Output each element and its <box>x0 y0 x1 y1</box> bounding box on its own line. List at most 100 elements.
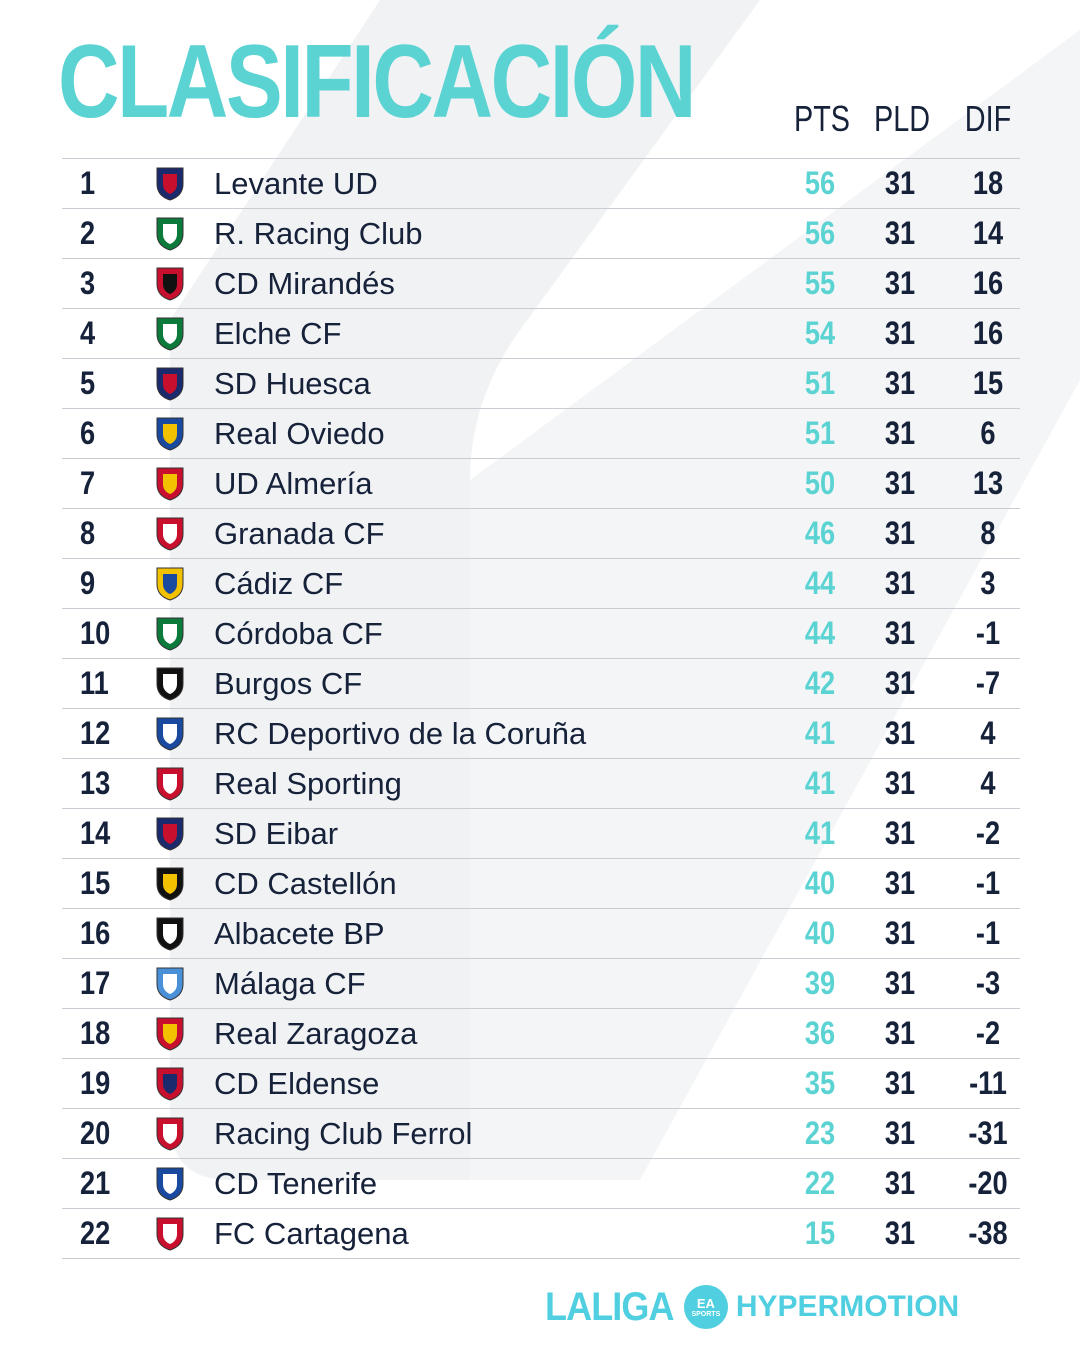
played: 31 <box>884 465 916 501</box>
sports-badge-text: SPORTS <box>691 1310 721 1318</box>
cartagena-crest <box>156 1217 184 1251</box>
goal-difference: -3 <box>975 965 1001 1001</box>
points: 56 <box>804 215 836 251</box>
team-name: CD Eldense <box>214 1066 380 1101</box>
position: 15 <box>80 865 111 901</box>
position: 10 <box>80 615 111 651</box>
team-name: Real Zaragoza <box>214 1016 418 1051</box>
racing-crest <box>156 217 184 251</box>
table-row: 5 SD Huesca 51 31 15 <box>62 358 1020 408</box>
page-title: CLASIFICACIÓN <box>58 24 696 140</box>
points: 40 <box>804 865 836 901</box>
team-name: Cádiz CF <box>214 566 344 601</box>
hypermotion-wordmark: HYPERMOTION <box>735 1290 960 1323</box>
points: 36 <box>804 1015 836 1051</box>
goal-difference: -2 <box>975 1015 1001 1051</box>
played: 31 <box>884 765 916 801</box>
played: 31 <box>884 265 916 301</box>
goal-difference: 16 <box>972 265 1004 301</box>
table-row: 15 CD Castellón 40 31 -1 <box>62 858 1020 908</box>
team-name: FC Cartagena <box>214 1216 409 1251</box>
eibar-crest <box>156 817 184 851</box>
goal-difference: 13 <box>972 465 1004 501</box>
goal-difference: -11 <box>969 1065 1007 1101</box>
played: 31 <box>884 615 916 651</box>
eldense-crest <box>156 1067 184 1101</box>
burgos-crest <box>156 667 184 701</box>
castellon-crest <box>156 867 184 901</box>
points: 46 <box>804 515 836 551</box>
played: 31 <box>884 565 916 601</box>
goal-difference: 4 <box>980 765 996 801</box>
levante-crest <box>156 167 184 201</box>
played: 31 <box>884 515 916 551</box>
points: 56 <box>804 165 836 201</box>
played: 31 <box>884 215 916 251</box>
laliga-hypermotion-logo: LALIGA EA SPORTS HYPERMOTION <box>545 1284 959 1330</box>
position: 17 <box>80 965 111 1001</box>
goal-difference: 15 <box>972 365 1004 401</box>
team-name: Levante UD <box>214 166 378 201</box>
points: 55 <box>804 265 836 301</box>
ferrol-crest <box>156 1117 184 1151</box>
position: 13 <box>80 765 111 801</box>
team-name: Albacete BP <box>214 916 385 951</box>
goal-difference: -7 <box>975 665 1001 701</box>
position: 4 <box>80 315 96 351</box>
table-row: 18 Real Zaragoza 36 31 -2 <box>62 1008 1020 1058</box>
played: 31 <box>884 1115 916 1151</box>
position: 18 <box>80 1015 111 1051</box>
position: 1 <box>80 165 96 201</box>
team-name: Málaga CF <box>214 966 366 1001</box>
team-name: CD Mirandés <box>214 266 395 301</box>
points: 15 <box>804 1215 836 1251</box>
points: 41 <box>804 715 836 751</box>
team-name: CD Castellón <box>214 866 397 901</box>
position: 7 <box>80 465 96 501</box>
played: 31 <box>884 715 916 751</box>
points: 41 <box>804 815 836 851</box>
team-name: SD Huesca <box>214 366 371 401</box>
points: 42 <box>804 665 836 701</box>
position: 6 <box>80 415 96 451</box>
position: 21 <box>80 1165 111 1201</box>
table-row: 7 UD Almería 50 31 13 <box>62 458 1020 508</box>
column-header-pld: PLD <box>873 98 931 139</box>
granada-crest <box>156 517 184 551</box>
played: 31 <box>884 1165 916 1201</box>
laliga-wordmark: LALIGA <box>545 1284 674 1329</box>
table-row: 11 Burgos CF 42 31 -7 <box>62 658 1020 708</box>
team-name: Granada CF <box>214 516 385 551</box>
cordoba-crest <box>156 617 184 651</box>
played: 31 <box>884 1015 916 1051</box>
position: 19 <box>80 1065 111 1101</box>
table-row: 16 Albacete BP 40 31 -1 <box>62 908 1020 958</box>
column-header-pts: PTS <box>793 98 850 139</box>
points: 44 <box>804 615 836 651</box>
tenerife-crest <box>156 1167 184 1201</box>
team-name: Elche CF <box>214 316 342 351</box>
table-row: 4 Elche CF 54 31 16 <box>62 308 1020 358</box>
cadiz-crest <box>156 567 184 601</box>
huesca-crest <box>156 367 184 401</box>
points: 35 <box>804 1065 836 1101</box>
played: 31 <box>884 315 916 351</box>
table-row: 19 CD Eldense 35 31 -11 <box>62 1058 1020 1108</box>
points: 54 <box>804 315 836 351</box>
position: 22 <box>80 1215 111 1251</box>
oviedo-crest <box>156 417 184 451</box>
goal-difference: -2 <box>975 815 1001 851</box>
table-row: 21 CD Tenerife 22 31 -20 <box>62 1158 1020 1208</box>
column-header-dif: DIF <box>964 98 1012 139</box>
position: 20 <box>80 1115 111 1151</box>
ea-badge-text: EA <box>696 1295 715 1311</box>
position: 8 <box>80 515 96 551</box>
table-row: 3 CD Mirandés 55 31 16 <box>62 258 1020 308</box>
team-name: Burgos CF <box>214 666 363 701</box>
team-name: CD Tenerife <box>214 1166 378 1201</box>
zaragoza-crest <box>156 1017 184 1051</box>
team-name: UD Almería <box>214 466 373 501</box>
played: 31 <box>884 165 916 201</box>
points: 50 <box>804 465 836 501</box>
table-row: 9 Cádiz CF 44 31 3 <box>62 558 1020 608</box>
